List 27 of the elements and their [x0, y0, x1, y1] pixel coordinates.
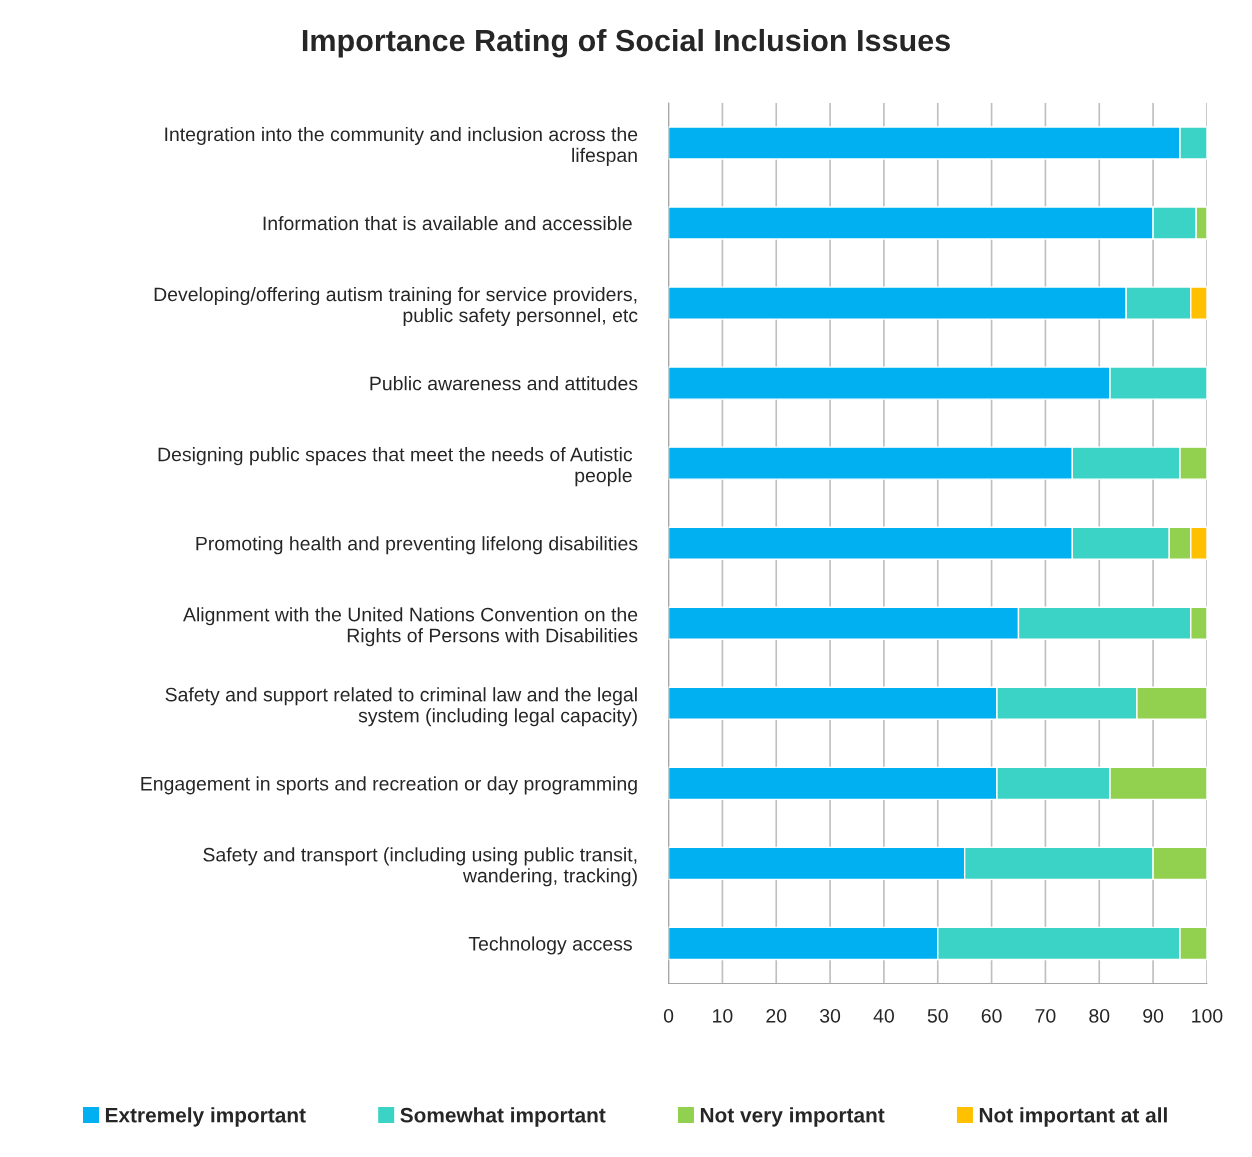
y-tick-label: Integration into the community and inclusion across the lifespan [165, 126, 638, 166]
x-tick-label: 90 [1143, 1008, 1164, 1023]
y-tick-label: Alignment with the United Nations Convention on the Rights of Persons with Disabilities [183, 607, 638, 647]
y-tick-label: Developing/offering autism training for service providers, public safety personnel, etc [154, 286, 638, 327]
legend-label: Not very important [700, 1107, 885, 1127]
chart-title: Importance Rating of Social Inclusion Issues [302, 28, 950, 58]
x-tick-label: 80 [1089, 1008, 1110, 1023]
legend-label: Not important at all [979, 1107, 1167, 1127]
y-tick-label: Safety and support related to criminal law and the legal system (including legal capacity) [165, 687, 637, 727]
y-tick-label: Public awareness and attitudes [370, 376, 638, 391]
x-tick-label: 50 [927, 1008, 948, 1023]
y-tick-label: Safety and transport (including using public transit, wandering, tracking) [203, 847, 637, 887]
legend-label: Extremely important [105, 1107, 306, 1127]
y-tick-label: Designing public spaces that meet the needs of Autistic people [158, 447, 633, 487]
x-tick-label: 70 [1035, 1008, 1056, 1023]
x-tick-label: 0 [663, 1008, 674, 1023]
y-tick-label: Promoting health and preventing lifelong disabilities [196, 536, 638, 555]
x-tick-label: 100 [1192, 1008, 1223, 1023]
x-tick-label: 30 [820, 1008, 841, 1023]
x-tick-label: 20 [766, 1008, 787, 1023]
y-tick-label: Technology access [468, 936, 632, 955]
legend-label: Somewhat important [400, 1107, 606, 1127]
x-tick-label: 10 [713, 1008, 733, 1023]
x-tick-label: 40 [873, 1008, 894, 1023]
x-tick-label: 60 [981, 1008, 1002, 1023]
y-tick-label: Information that is available and accessible [263, 215, 632, 231]
y-tick-label: Engagement in sports and recreation or day programming [141, 776, 637, 795]
